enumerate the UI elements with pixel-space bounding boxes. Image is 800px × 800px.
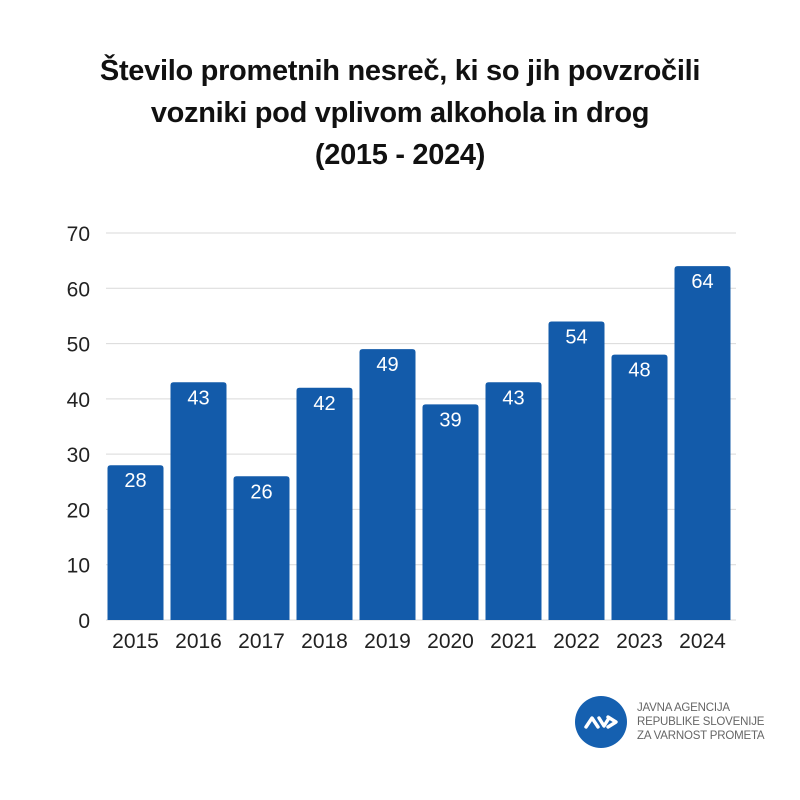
bar-2024 bbox=[674, 266, 731, 620]
data-label-2022: 54 bbox=[565, 326, 587, 348]
bar-2022 bbox=[548, 321, 605, 620]
chart-title-line-1: Število prometnih nesreč, ki so jih povz… bbox=[99, 55, 701, 87]
y-axis-ticks: 0 10 20 30 40 50 60 70 bbox=[67, 223, 90, 633]
y-tick-label: 50 bbox=[67, 334, 90, 357]
bar-2019 bbox=[359, 349, 416, 620]
bar-2017 bbox=[233, 476, 290, 620]
bars bbox=[107, 266, 731, 620]
x-tick-label-2024: 2024 bbox=[679, 630, 726, 653]
avp-chevrons-icon bbox=[584, 715, 618, 729]
x-tick-label-2016: 2016 bbox=[175, 630, 222, 653]
chart-title-line-3: (2015 - 2024) bbox=[314, 139, 486, 171]
data-label-2019: 49 bbox=[376, 354, 398, 376]
logo-line-2: REPUBLIKE SLOVENIJE bbox=[637, 716, 765, 728]
chart-title: Število prometnih nesreč, ki so jih povz… bbox=[0, 50, 800, 176]
y-tick-label: 70 bbox=[67, 223, 90, 246]
avp-logo-mark bbox=[575, 696, 627, 748]
logo-line-3: ZA VARNOST PROMETA bbox=[637, 730, 765, 742]
y-tick-label: 20 bbox=[67, 499, 90, 522]
x-tick-label-2021: 2021 bbox=[490, 630, 537, 653]
avp-logo-text: JAVNA AGENCIJA REPUBLIKE SLOVENIJE ZA VA… bbox=[637, 701, 765, 743]
data-label-2020: 39 bbox=[439, 409, 461, 431]
bar-2023 bbox=[611, 354, 668, 620]
y-tick-label: 10 bbox=[67, 555, 90, 578]
bar-2018 bbox=[296, 387, 353, 620]
x-tick-label-2015: 2015 bbox=[112, 630, 159, 653]
avp-logo: JAVNA AGENCIJA REPUBLIKE SLOVENIJE ZA VA… bbox=[575, 696, 765, 748]
x-tick-label-2022: 2022 bbox=[553, 630, 600, 653]
x-tick-label-2023: 2023 bbox=[616, 630, 663, 653]
data-label-2015: 28 bbox=[124, 470, 146, 492]
logo-line-1: JAVNA AGENCIJA bbox=[637, 702, 730, 714]
bar-2016 bbox=[170, 382, 227, 620]
x-tick-label-2018: 2018 bbox=[301, 630, 348, 653]
chart-title-line-2: vozniki pod vplivom alkohola in drog bbox=[150, 97, 650, 129]
x-tick-label-2020: 2020 bbox=[427, 630, 474, 653]
bar-2015 bbox=[107, 465, 164, 620]
y-tick-label: 40 bbox=[67, 389, 90, 412]
data-label-2016: 43 bbox=[187, 387, 209, 409]
y-tick-label: 0 bbox=[78, 610, 90, 633]
x-axis-ticks: 2015 2016 2017 2018 2019 2020 2021 2022 2023 2024 bbox=[112, 630, 726, 653]
bar-2021 bbox=[485, 382, 542, 620]
bar-2020 bbox=[422, 404, 479, 620]
data-label-2017: 26 bbox=[250, 481, 272, 503]
data-label-2018: 42 bbox=[313, 393, 335, 415]
x-tick-label-2017: 2017 bbox=[238, 630, 285, 653]
data-label-2024: 64 bbox=[691, 271, 713, 293]
data-labels: 28 43 26 42 49 39 43 54 48 64 bbox=[124, 271, 713, 503]
y-tick-label: 30 bbox=[67, 444, 90, 467]
x-tick-label-2019: 2019 bbox=[364, 630, 411, 653]
y-tick-label: 60 bbox=[67, 278, 90, 301]
data-label-2023: 48 bbox=[628, 360, 650, 382]
data-label-2021: 43 bbox=[502, 387, 524, 409]
